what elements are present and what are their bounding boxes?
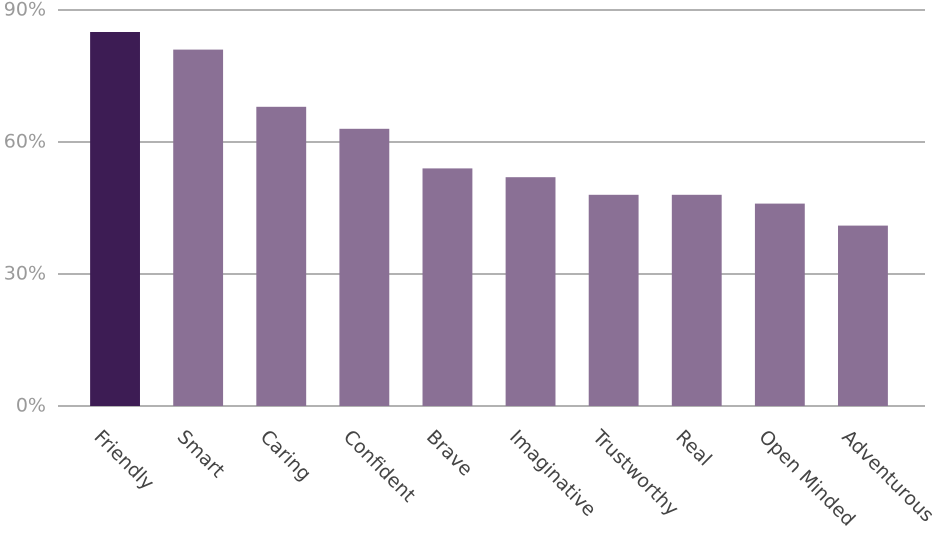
- y-tick-label: 30%: [4, 263, 46, 285]
- y-tick-label: 0%: [16, 395, 46, 417]
- bar: [671, 194, 722, 406]
- x-tick-label: Brave: [422, 426, 477, 481]
- x-tick-label: Smart: [173, 426, 229, 482]
- y-tick-label: 60%: [4, 131, 46, 153]
- x-tick-label: Trustworthy: [588, 425, 683, 520]
- x-tick-label: Confident: [339, 426, 420, 507]
- y-tick-label: 90%: [4, 0, 46, 21]
- x-tick-label: Friendly: [90, 426, 159, 495]
- bar: [588, 194, 639, 406]
- x-tick-label: Real: [671, 426, 716, 471]
- bar: [754, 203, 805, 406]
- bar: [256, 106, 307, 407]
- bar: [90, 32, 140, 406]
- bar: [173, 49, 224, 406]
- bar: [339, 128, 390, 407]
- x-tick-label: Imaginative: [505, 426, 600, 521]
- x-tick-label: Caring: [256, 426, 315, 485]
- bar: [505, 177, 556, 406]
- bar: [422, 168, 473, 406]
- bar: [838, 225, 888, 406]
